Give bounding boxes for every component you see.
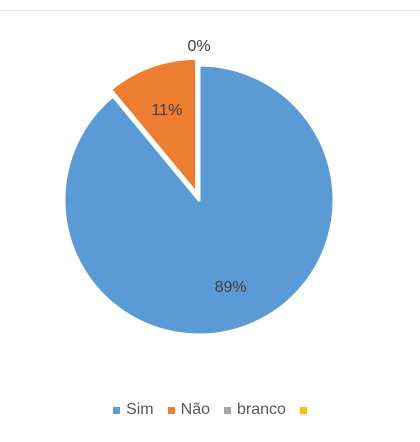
pie-data-labels: 89% 11% 0% [151,38,246,296]
legend-item-nao: Não [167,401,210,419]
legend-label-branco: branco [237,401,286,418]
chart-legend: Sim Não branco [0,398,420,422]
data-label-branco: 0% [187,38,210,55]
legend-swatch-sim [113,406,121,414]
legend-item-item-3 [299,406,307,414]
legend-swatch-item-3 [299,406,307,414]
legend-label-sim: Sim [126,401,154,418]
top-border [0,10,420,11]
pie-slices [62,56,336,337]
legend-label-nao: Não [180,401,210,418]
pie-slice-sim [62,63,336,337]
data-label-sim: 89% [215,279,247,296]
legend-item-branco: branco [224,401,286,419]
legend-swatch-branco [224,406,231,414]
data-label-nao: 11% [151,102,182,119]
legend-item-sim: Sim [113,401,154,419]
pie-slice-nao [109,56,199,195]
legend-swatch-nao [167,406,175,414]
